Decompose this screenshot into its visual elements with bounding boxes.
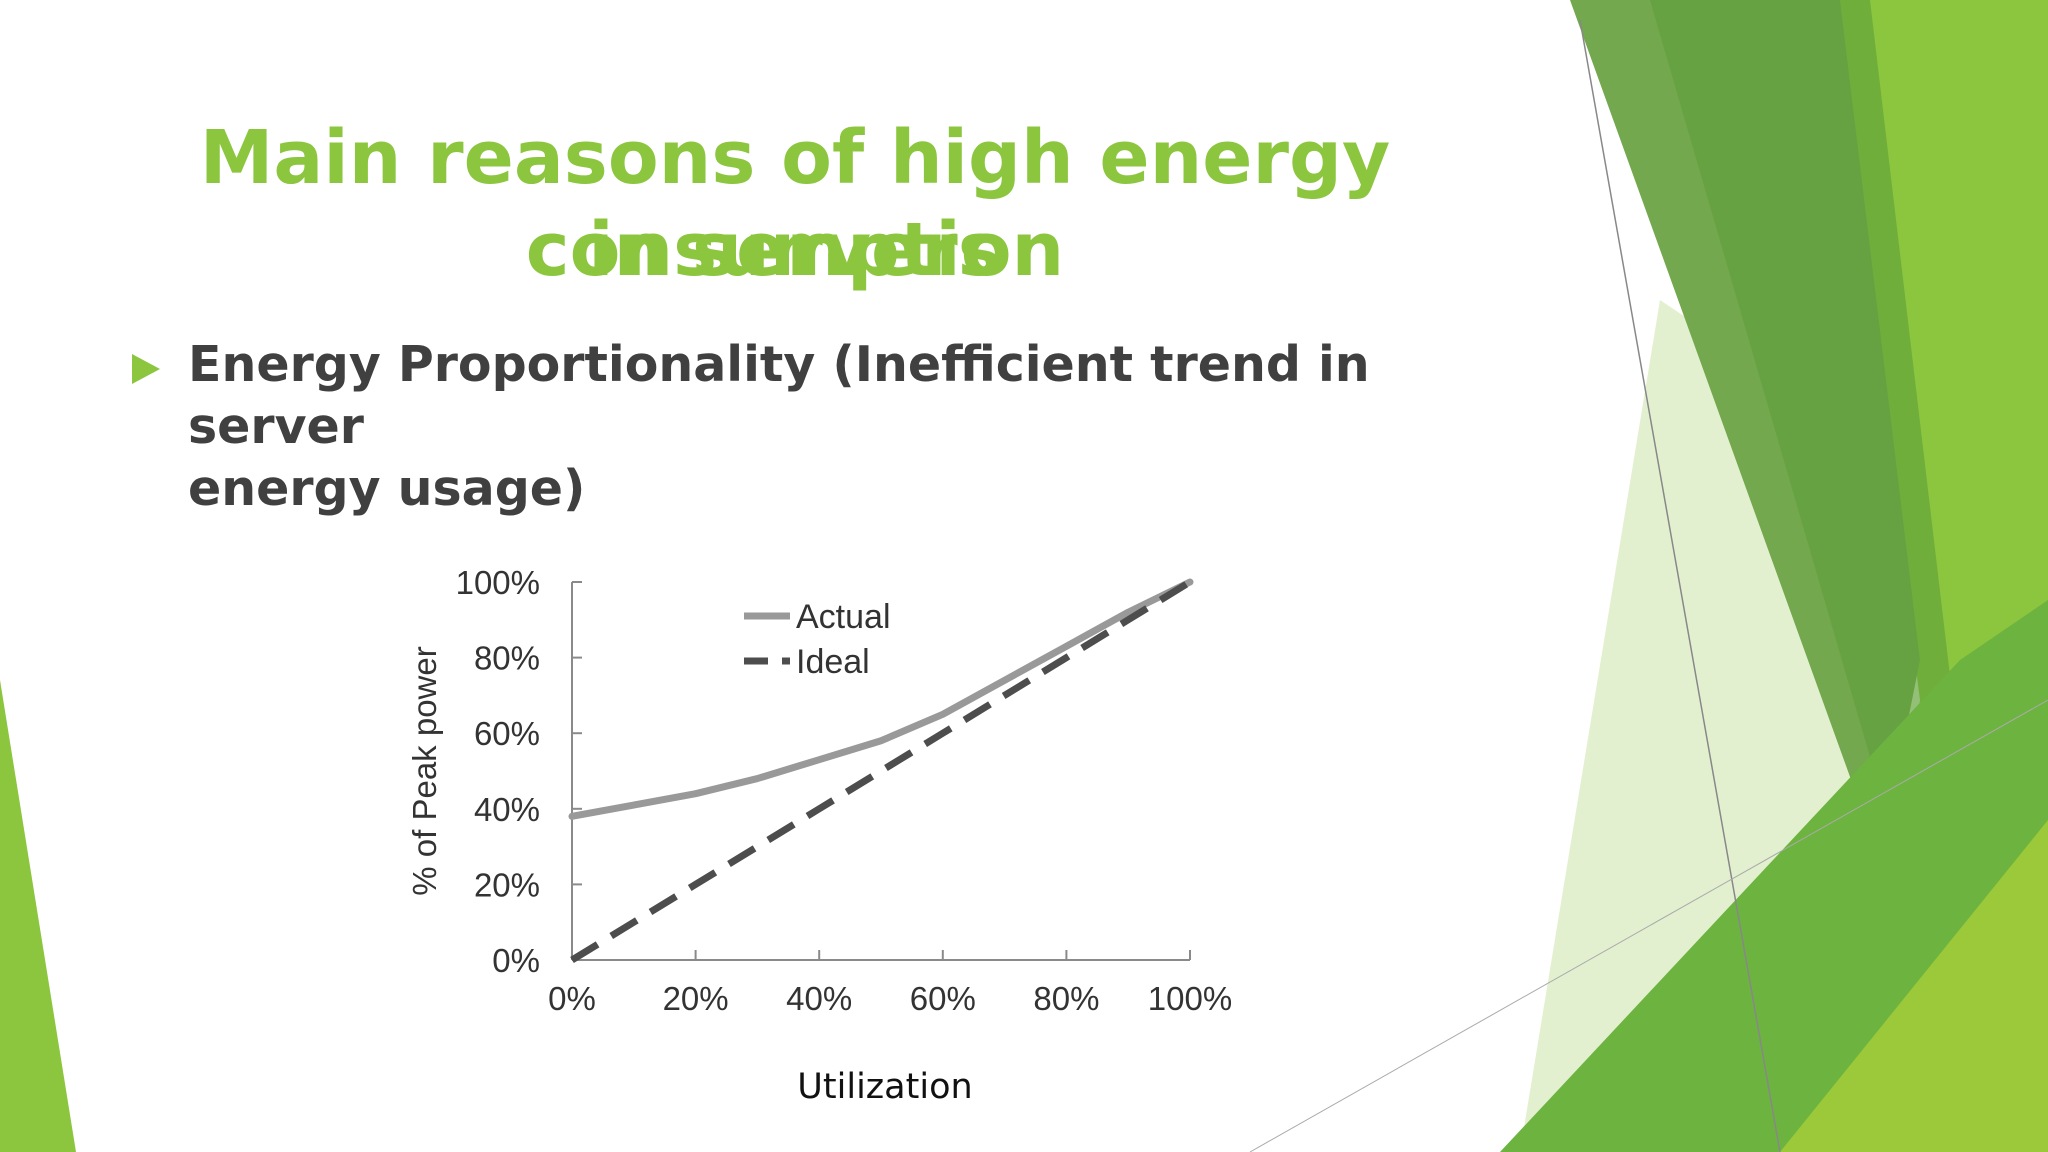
bullet-text-line2: energy usage): [188, 460, 586, 517]
legend-label-actual: Actual: [796, 598, 891, 636]
y-tick-label: 40%: [474, 791, 540, 828]
y-tick-label: 0%: [492, 942, 540, 979]
left-green-shard: [0, 680, 76, 1152]
right-shard-mid: [1650, 0, 1960, 860]
bullet-text: Energy Proportionality (Inefficient tren…: [188, 334, 1428, 520]
y-tick-label: 80%: [474, 640, 540, 677]
thin-line-b: [1249, 699, 2048, 1152]
thin-line-a: [1579, 19, 1781, 1152]
x-axis-label: Utilization: [797, 1067, 972, 1107]
y-tick-label: 20%: [474, 866, 540, 903]
bullet-text-line1: Energy Proportionality (Inefficient tren…: [188, 336, 1370, 455]
x-tick-label: 0%: [548, 980, 596, 1017]
slide-title-line1: Main reasons of high energy consumption: [199, 115, 1391, 293]
y-axis-label: % of Peak power: [406, 646, 443, 895]
series-line-actual: [568, 578, 1194, 820]
x-tick-label: 60%: [910, 980, 976, 1017]
x-tick-label: 40%: [786, 980, 852, 1017]
x-tick-label: 100%: [1148, 980, 1232, 1017]
triangle-right-icon: [132, 354, 160, 384]
right-shard-bright: [1780, 820, 2048, 1152]
series-line-ideal: [570, 579, 1192, 963]
slide-title-line2: in servers: [588, 207, 1002, 293]
power-utilization-chart: 0% 20% 40% 60% 80% 100% 0% 20% 40% 60% 80% 100% % of…: [406, 564, 1232, 1107]
legend-label-ideal: Ideal: [796, 643, 870, 681]
x-tick-label: 20%: [663, 980, 729, 1017]
y-tick-label: 60%: [474, 715, 540, 752]
y-tick-label: 100%: [456, 564, 540, 601]
x-tick-label: 80%: [1033, 980, 1099, 1017]
